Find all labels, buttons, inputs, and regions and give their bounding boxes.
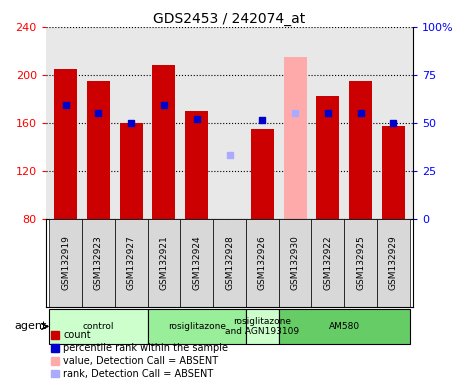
Bar (349, 81, 372, 219)
Text: GSM132919: GSM132919 (61, 236, 70, 290)
Bar (147, 219, 180, 307)
Text: rosiglitazone
and AGN193109: rosiglitazone and AGN193109 (225, 317, 299, 336)
Text: GSM132922: GSM132922 (323, 236, 332, 290)
Bar (49, 309, 147, 344)
Bar (246, 219, 279, 307)
Bar (312, 219, 344, 307)
Bar (152, 65, 175, 219)
Bar (279, 219, 312, 307)
Text: GSM132928: GSM132928 (225, 236, 234, 290)
Text: control: control (83, 322, 114, 331)
Title: GDS2453 / 242074_at: GDS2453 / 242074_at (153, 12, 306, 26)
Bar (54, 69, 77, 219)
Text: GSM132923: GSM132923 (94, 236, 103, 290)
Legend: count, percentile rank within the sample, value, Detection Call = ABSENT, rank, : count, percentile rank within the sample… (51, 330, 229, 379)
Bar (213, 219, 246, 307)
Text: GSM132927: GSM132927 (127, 236, 136, 290)
Text: GSM132925: GSM132925 (356, 236, 365, 290)
Bar (251, 129, 274, 219)
Bar (115, 219, 147, 307)
Bar (284, 57, 307, 219)
Bar (185, 111, 208, 219)
Bar (246, 309, 279, 344)
Bar (316, 96, 339, 219)
Text: AM580: AM580 (329, 322, 360, 331)
Text: GSM132921: GSM132921 (159, 236, 168, 290)
Text: GSM132926: GSM132926 (258, 236, 267, 290)
Bar (82, 219, 115, 307)
Bar (382, 126, 405, 219)
Bar (344, 219, 377, 307)
Text: GSM132930: GSM132930 (291, 236, 300, 290)
Bar (377, 219, 410, 307)
Text: rosiglitazone: rosiglitazone (168, 322, 226, 331)
Bar (120, 123, 143, 219)
Text: agent: agent (14, 321, 46, 331)
Bar (87, 81, 110, 219)
Text: GSM132929: GSM132929 (389, 236, 398, 290)
Bar (279, 309, 410, 344)
Bar (147, 309, 246, 344)
Bar (49, 219, 82, 307)
Bar (180, 219, 213, 307)
Text: GSM132924: GSM132924 (192, 236, 201, 290)
